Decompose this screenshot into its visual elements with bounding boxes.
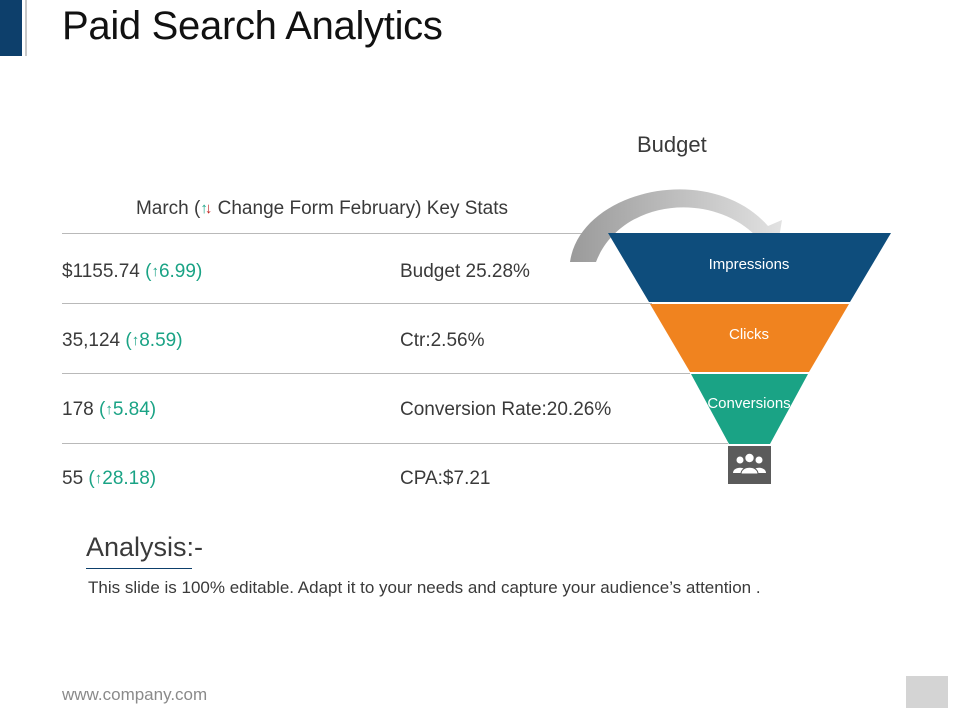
- arrow-up-icon: ↑: [94, 470, 103, 487]
- title-accent-bar: [0, 0, 22, 56]
- stat-change-value: 5.84: [112, 399, 150, 420]
- stat-value: 55: [62, 468, 84, 489]
- budget-label: Budget: [637, 132, 707, 157]
- stat-value: 35,124: [62, 330, 121, 351]
- stat-change-value: 8.59: [139, 330, 177, 351]
- stat-row: $1155.74 (↑6.99): [62, 261, 202, 283]
- arrow-up-icon: ↑: [200, 200, 208, 217]
- stat-change: (↑8.59): [125, 330, 183, 351]
- funnel-diagram: [570, 189, 891, 444]
- analysis-text: This slide is 100% editable. Adapt it to…: [88, 578, 761, 597]
- stat-row: 55 (↑28.18): [62, 468, 156, 490]
- analysis-title: Analysis:-: [86, 532, 204, 562]
- people-group-icon: [728, 446, 771, 484]
- arrow-up-icon: ↑: [151, 263, 159, 280]
- stat-metric: CPA:$7.21: [400, 468, 491, 489]
- stats-header: March (↑↓ Change Form February) Key Stat…: [62, 198, 582, 220]
- corner-decoration: [906, 676, 948, 708]
- stat-metric: Conversion Rate:20.26%: [400, 399, 612, 420]
- curved-arrow-icon: [570, 189, 782, 262]
- funnel-label-impressions: Impressions: [708, 256, 790, 273]
- arrow-down-icon: ↓: [204, 200, 213, 217]
- stat-row: 35,124 (↑8.59): [62, 330, 183, 352]
- stat-value: $1155.74: [62, 261, 140, 282]
- stat-metric: Budget 25.28%: [400, 261, 530, 282]
- stats-header-prefix: March (: [135, 198, 201, 219]
- arrow-up-icon: ↑: [105, 401, 113, 418]
- funnel-label-clicks: Clicks: [729, 326, 769, 343]
- stat-change: (↑5.84): [98, 399, 157, 420]
- stats-header-suffix: Change Form February) Key Stats: [217, 198, 509, 219]
- title-accent-divider: [25, 0, 27, 56]
- stat-change: (↑28.18): [88, 468, 157, 489]
- funnel-stage-clicks: [650, 304, 849, 372]
- stat-change-value: 6.99: [158, 261, 196, 282]
- funnel-stage-impressions: [608, 233, 891, 302]
- stat-change: (↑6.99): [145, 261, 203, 282]
- page-title: Paid Search Analytics: [62, 4, 443, 48]
- row-divider: [62, 373, 690, 374]
- funnel-label-conversions: Conversions: [707, 395, 791, 412]
- arrow-up-icon: ↑: [131, 332, 140, 349]
- row-divider: [62, 233, 582, 234]
- stat-metric: Ctr:2.56%: [400, 330, 485, 351]
- row-divider: [62, 443, 728, 444]
- funnel-stage-conversions: [691, 374, 808, 444]
- stat-row: 178 (↑5.84): [62, 399, 156, 421]
- analysis-underline: [86, 568, 192, 569]
- stat-value: 178: [62, 399, 94, 420]
- stat-change-value: 28.18: [102, 468, 150, 489]
- row-divider: [62, 303, 652, 304]
- footer-url: www.company.com: [62, 685, 208, 704]
